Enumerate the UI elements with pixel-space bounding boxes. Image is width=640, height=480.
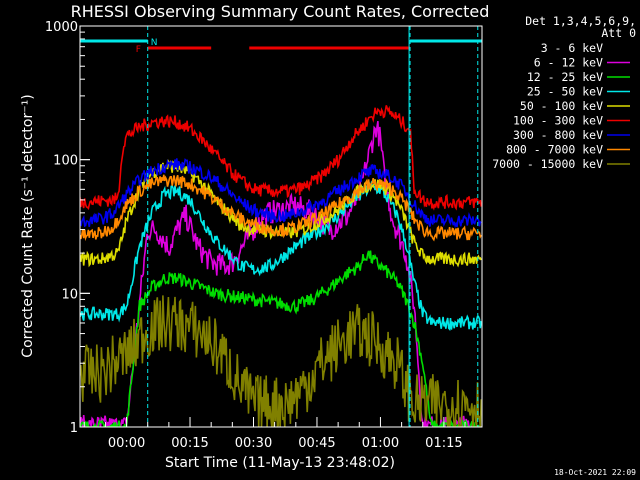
legend-entry-100-300-kev: 100 - 300 keV (513, 114, 603, 128)
x-tick-label: 00:00 (108, 436, 145, 451)
legend-entry-50-100-kev: 50 - 100 keV (520, 99, 603, 113)
series-line-7000-15000-kev (80, 295, 482, 427)
plot-frame (79, 25, 483, 428)
x-tick-label: 00:15 (171, 436, 208, 451)
y-axis-label: Corrected Count Rate (s⁻¹ detector⁻¹) (20, 94, 36, 357)
legend-entry-7000-15000-kev: 7000 - 15000 keV (492, 157, 603, 171)
x-tick-label: 01:00 (362, 436, 399, 451)
interval-label-f: F (136, 45, 141, 55)
y-tick-label: 1 (70, 421, 78, 436)
series-line-25-50-kev (80, 180, 482, 332)
x-tick-label: 01:15 (425, 436, 462, 451)
series-line-12-25-kev (80, 250, 482, 427)
y-tick-label: 10 (61, 287, 78, 302)
legend-entry-12-25-kev: 12 - 25 keV (527, 70, 603, 84)
series-line-50-100-kev (80, 158, 482, 268)
legend-entry-300-800-kev: 300 - 800 keV (513, 128, 603, 142)
legend-header-line-1: Det 1,3,4,5,6,9, (525, 14, 636, 28)
legend-entry-800-7000-kev: 800 - 7000 keV (506, 143, 603, 157)
series-line-300-800-kev (80, 158, 482, 229)
interval-label-n: N (151, 38, 158, 48)
legend-entry-6-12-kev: 6 - 12 keV (534, 56, 603, 70)
y-tick-label: 1000 (45, 20, 78, 35)
plot-area: NF 00:00 00:15 00:30 00:45 01:00 01:15 1 10 100… (45, 20, 483, 451)
legend-header-line-2: Att 0 (601, 26, 636, 40)
legend-entry-3-6-kev: 3 - 6 keV (541, 41, 603, 55)
x-tick-label: 00:30 (235, 436, 272, 451)
y-tick-label: 100 (53, 154, 78, 169)
generation-timestamp: 18-Oct-2021 22:09 (554, 468, 636, 477)
legend-entry-25-50-kev: 25 - 50 keV (527, 85, 603, 99)
chart-title: RHESSI Observing Summary Count Rates, Co… (71, 2, 490, 21)
x-axis-label: Start Time (11-May-13 23:48:02) (165, 455, 395, 471)
x-tick-label: 00:45 (298, 436, 335, 451)
series-line-800-7000-kev (80, 174, 482, 242)
series-line-100-300-kev (80, 105, 482, 211)
